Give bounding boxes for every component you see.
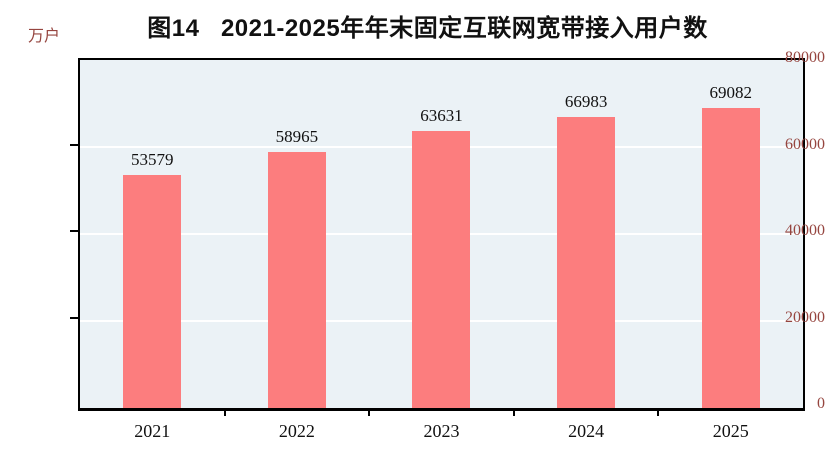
chart-title: 图14 2021-2025年年末固定互联网宽带接入用户数 bbox=[147, 15, 708, 42]
x-tick-mark-3 bbox=[512, 409, 515, 416]
y-tick-mark-20000 bbox=[70, 316, 78, 319]
plot-area: 53579 58965 63631 66983 69082 bbox=[78, 58, 805, 411]
y-tick-mark-60000 bbox=[70, 143, 78, 146]
bar-group-2023: 63631 bbox=[369, 60, 514, 408]
bar-2025 bbox=[701, 107, 760, 408]
y-tick-label-0: 0 bbox=[817, 395, 825, 412]
bar-group-2024: 66983 bbox=[514, 60, 659, 408]
x-tick-mark-2 bbox=[368, 409, 371, 416]
y-tick-label-20000: 20000 bbox=[785, 308, 825, 326]
bar-group-2022: 58965 bbox=[225, 60, 370, 408]
bar-2022 bbox=[267, 151, 326, 408]
y-tick-label-60000: 60000 bbox=[785, 135, 825, 153]
x-category-label-2021: 2021 bbox=[134, 421, 171, 441]
bar-2023 bbox=[412, 131, 471, 408]
bar-group-2021: 53579 bbox=[80, 60, 225, 408]
x-tick-mark-1 bbox=[223, 409, 226, 416]
x-category-label-2025: 2025 bbox=[712, 421, 749, 441]
bar-value-label-2023: 63631 bbox=[420, 106, 463, 126]
y-tick-label-80000: 80000 bbox=[785, 49, 825, 66]
bar-group-2025: 69082 bbox=[658, 60, 803, 408]
bar-value-label-2022: 58965 bbox=[275, 126, 319, 146]
bar-2024 bbox=[557, 116, 616, 408]
y-tick-label-40000: 40000 bbox=[785, 222, 825, 239]
bar-value-label-2024: 66983 bbox=[564, 91, 608, 111]
x-tick-mark-4 bbox=[657, 409, 660, 416]
x-category-label-2023: 2023 bbox=[423, 421, 460, 441]
y-tick-mark-40000 bbox=[70, 230, 78, 232]
bar-value-label-2025: 69082 bbox=[709, 82, 752, 102]
y-axis-unit-label: 万户 bbox=[28, 28, 61, 45]
bar-2021 bbox=[123, 174, 182, 408]
x-category-label-2024: 2024 bbox=[568, 421, 605, 441]
x-category-label-2022: 2022 bbox=[278, 421, 315, 441]
bar-value-label-2021: 53579 bbox=[131, 149, 174, 169]
